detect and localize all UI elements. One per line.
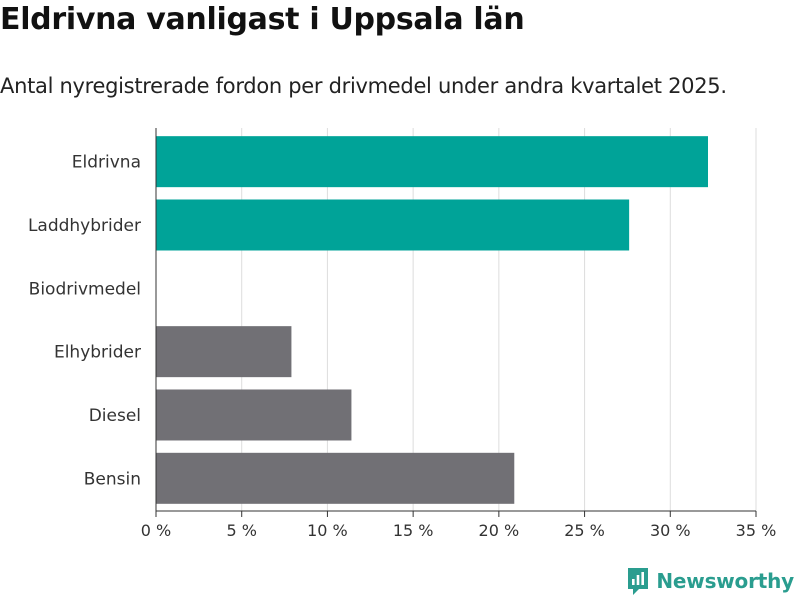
axis-layer (155, 128, 757, 517)
x-tick-label: 20 % (479, 521, 520, 540)
x-tick-label: 0 % (141, 521, 171, 540)
x-tick-label: 10 % (307, 521, 348, 540)
x-tick-label: 25 % (564, 521, 605, 540)
category-label: Elhybrider (54, 343, 141, 363)
bar-eldrivna (156, 136, 708, 188)
chart-subtitle: Antal nyregistrerade fordon per drivmede… (0, 74, 727, 98)
bar-bensin (156, 452, 515, 504)
x-tick-label: 35 % (736, 521, 777, 540)
chart-title: Eldrivna vanligast i Uppsala län (0, 2, 525, 37)
bar-diesel (156, 389, 352, 441)
category-label: Biodrivmedel (29, 279, 141, 299)
newsworthy-logo-icon (628, 568, 649, 595)
grid-layer (241, 128, 757, 511)
label-layer: 0 % 5 % 10 % 15 % 20 % 25 % 30 % 35 % Eldrivna La… (28, 153, 776, 540)
brand-name: Newsworthy (656, 569, 794, 593)
x-tick-label: 5 % (226, 521, 256, 540)
x-tick-label: 15 % (393, 521, 434, 540)
bar-elhybrider (156, 326, 292, 378)
category-label: Diesel (89, 406, 141, 426)
category-label: Laddhybrider (28, 216, 141, 236)
newsworthy-brand: Newsworthy (626, 566, 794, 596)
x-tick-label: 30 % (650, 521, 691, 540)
bar-laddhybrider (156, 199, 630, 251)
category-label: Bensin (84, 469, 141, 489)
bar-layer (156, 136, 708, 504)
category-label: Eldrivna (72, 153, 141, 173)
